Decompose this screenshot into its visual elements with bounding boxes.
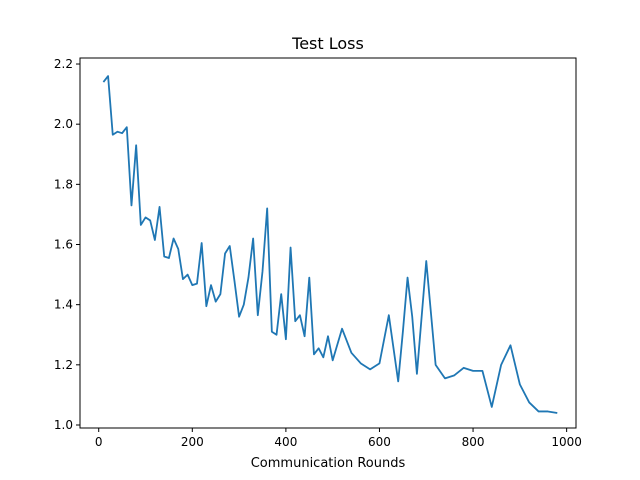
- y-tick-label: 1.8: [54, 177, 73, 191]
- series-line-0: [102, 75, 558, 414]
- plot-area: [102, 75, 558, 414]
- x-tick-label: 600: [368, 435, 391, 449]
- x-tick-label: 200: [181, 435, 204, 449]
- y-tick-label: 1.2: [54, 358, 73, 372]
- y-tick-label: 2.2: [54, 57, 73, 71]
- axes-frame: [79, 57, 577, 429]
- x-tick-label: 400: [274, 435, 297, 449]
- y-tick-label: 1.0: [54, 418, 73, 432]
- x-tick-label: 0: [95, 435, 103, 449]
- x-axis-ticks: 0 200 400 600 800 1000: [95, 428, 582, 449]
- chart-title: Test Loss: [291, 34, 364, 53]
- x-tick-label: 1000: [551, 435, 582, 449]
- x-tick-label: 800: [462, 435, 485, 449]
- y-tick-label: 2.0: [54, 117, 73, 131]
- y-tick-label: 1.4: [54, 298, 73, 312]
- x-axis-label: Communication Rounds: [251, 456, 406, 471]
- y-axis-ticks: 1.0 1.2 1.4 1.6 1.8 2.0 2.2: [54, 57, 80, 432]
- y-tick-label: 1.6: [54, 238, 73, 252]
